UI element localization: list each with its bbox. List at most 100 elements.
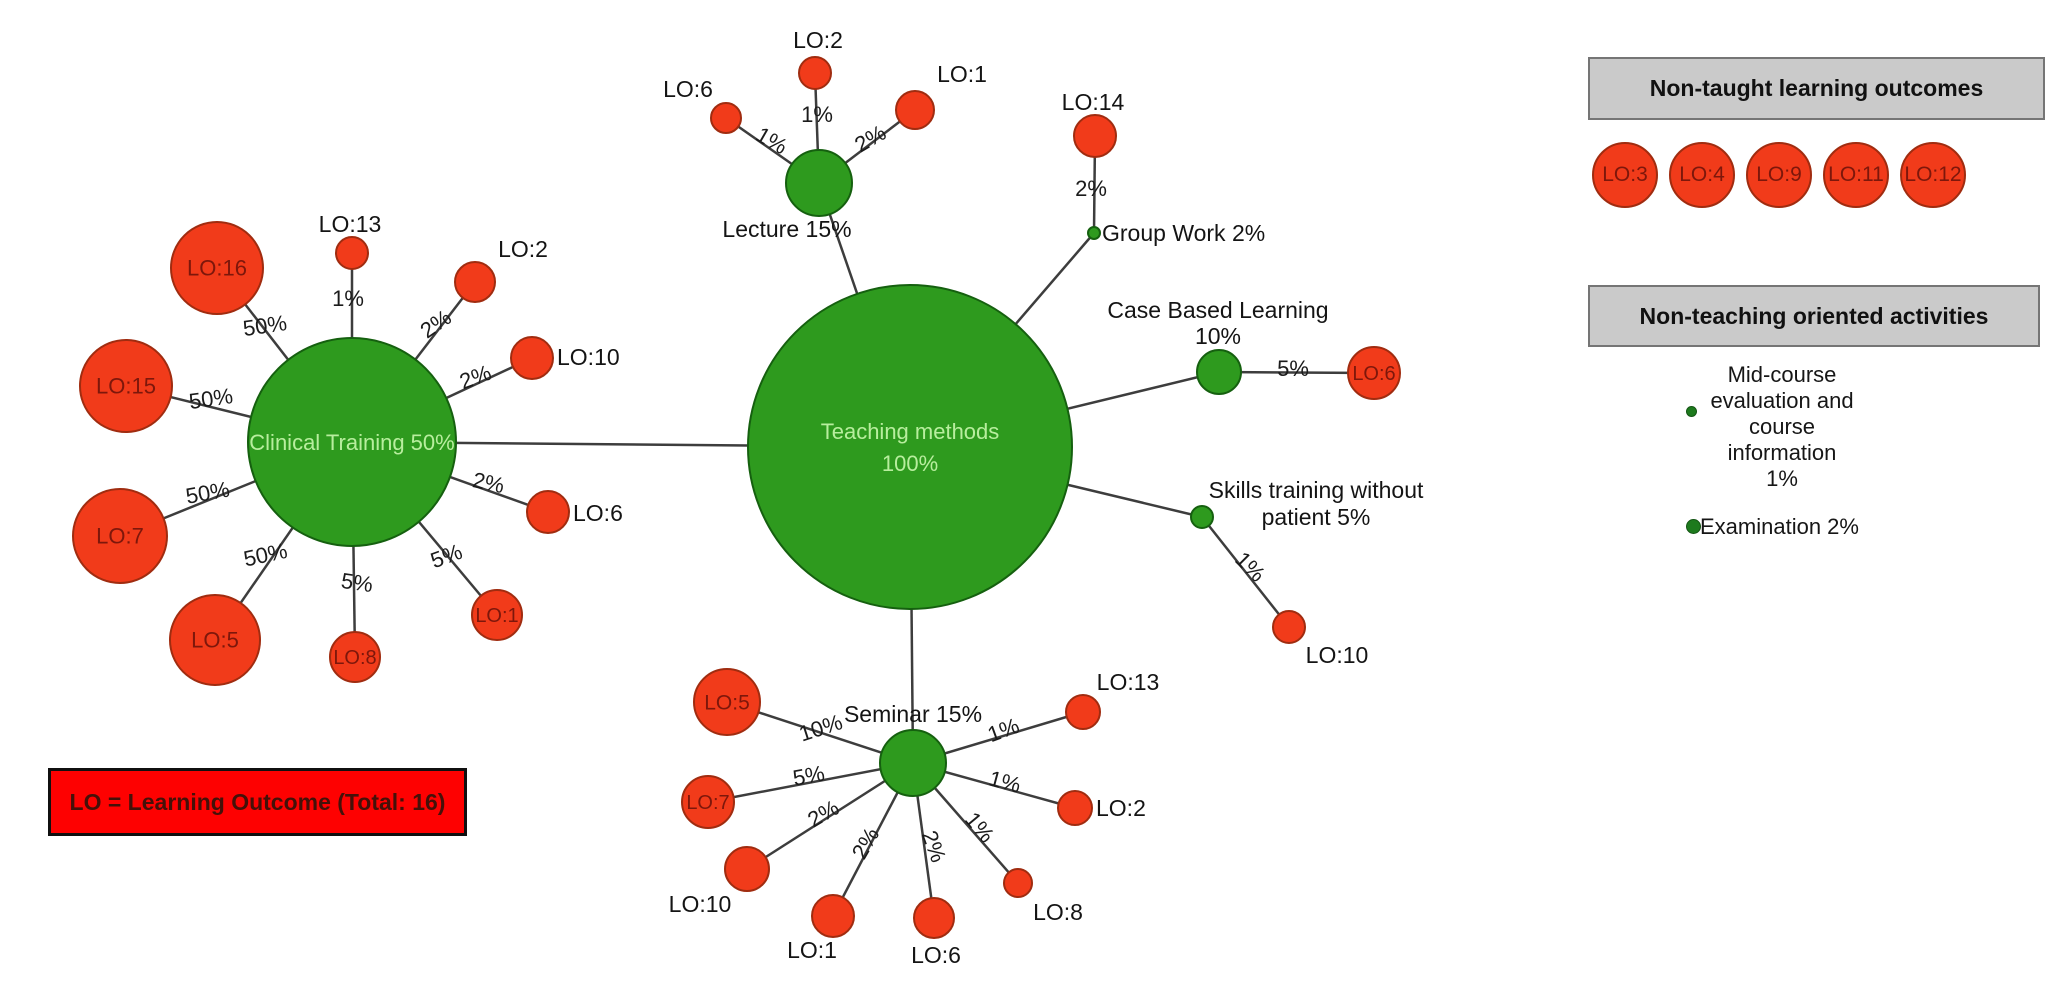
- node-label-cl-lo16: LO:16: [187, 256, 247, 281]
- pct-label-cl-lo2: 2%: [416, 304, 456, 343]
- midcourse-dot-icon: [1686, 406, 1697, 417]
- pct-label-cb-lo6: 5%: [1277, 356, 1309, 381]
- node-se-lo8: [1003, 868, 1033, 898]
- pct-label-cl-lo13: 1%: [332, 286, 364, 311]
- node-label-cl-lo8: LO:8: [333, 647, 376, 669]
- node-cl-lo8: [329, 631, 381, 683]
- node-se-lo7: [681, 775, 735, 829]
- hub-seminar: [879, 729, 947, 797]
- pct-label-se-lo8: 1%: [960, 807, 1000, 847]
- node-label-le-lo2: LO:2: [793, 27, 843, 53]
- pct-label-le-lo6: 1%: [752, 122, 792, 160]
- midcourse-line-4: 1%: [1766, 466, 1798, 491]
- examination-activity-label: Examination 2%: [1700, 514, 1859, 539]
- non-taught-outcome: LO:9: [1746, 142, 1812, 208]
- pct-label-se-lo6: 2%: [917, 827, 951, 865]
- node-label-cl-lo15: LO:15: [96, 374, 156, 399]
- node-label-cl-lo10: LO:10: [557, 344, 620, 370]
- node-se-lo5: [693, 668, 761, 736]
- pct-label-cl-lo8: 5%: [340, 568, 375, 597]
- node-se-lo2: [1057, 790, 1093, 826]
- hub-label-cbl: Case Based Learning 10%: [1107, 297, 1328, 349]
- hub-label-skills: Skills training without patient 5%: [1209, 477, 1424, 530]
- hub-clinical: [247, 337, 457, 547]
- hub-label-clinical: Clinical Training 50%: [249, 430, 454, 455]
- node-label-sk-lo10: LO:10: [1306, 642, 1369, 668]
- node-se-lo10: [724, 846, 770, 892]
- pct-label-se-lo7: 5%: [791, 761, 827, 791]
- midcourse-line-1: Mid-course: [1727, 362, 1837, 387]
- node-label-cl-lo5: LO:5: [191, 628, 239, 653]
- midcourse-activity-label: Mid-course evaluation and course informa…: [1698, 362, 1866, 492]
- node-label-se-lo1: LO:1: [787, 937, 837, 963]
- hub-groupwork: [1087, 226, 1101, 240]
- node-se-lo6: [913, 897, 955, 939]
- node-cl-lo5: [169, 594, 261, 686]
- hub-label-seminar: Seminar 15%: [844, 701, 982, 727]
- node-cl-lo7: [72, 488, 168, 584]
- node-label-le-lo1: LO:1: [937, 61, 987, 87]
- hub-lecture: [785, 149, 853, 217]
- pct-label-se-lo13: 1%: [984, 713, 1022, 747]
- hub-label-groupwork: Group Work 2%: [1102, 220, 1265, 246]
- edge-se-lo7: [707, 761, 914, 804]
- edge-sk-lo10: [1201, 516, 1290, 628]
- pct-label-cl-lo5: 50%: [241, 538, 289, 572]
- node-label-se-lo8: LO:8: [1033, 899, 1083, 925]
- pct-label-cl-lo15: 50%: [187, 383, 234, 414]
- node-gw-lo14: [1073, 114, 1117, 158]
- non-taught-outcomes-row: LO:3 LO:4 LO:9 LO:11 LO:12: [1592, 142, 1966, 208]
- node-cl-lo6: [526, 490, 570, 534]
- pct-label-se-lo2: 1%: [986, 766, 1023, 798]
- non-taught-outcome: LO:4: [1669, 142, 1735, 208]
- node-label-se-lo6: LO:6: [911, 942, 961, 968]
- node-cl-lo1: [471, 589, 523, 641]
- hub-label-lecture: Lecture 15%: [722, 216, 851, 242]
- node-label-cl-lo6: LO:6: [573, 500, 623, 526]
- node-label-gw-lo14: LO:14: [1062, 89, 1125, 115]
- node-label-se-lo10: LO:10: [669, 891, 732, 917]
- node-label-se-lo5: LO:5: [704, 691, 750, 714]
- node-cl-lo2: [454, 261, 496, 303]
- node-le-lo6: [710, 102, 742, 134]
- node-se-lo1: [811, 894, 855, 938]
- node-le-lo1: [895, 90, 935, 130]
- lo-legend-text: LO = Learning Outcome (Total: 16): [69, 788, 446, 815]
- pct-label-cl-lo1: 5%: [427, 539, 465, 573]
- node-label-le-lo6: LO:6: [663, 76, 713, 102]
- midcourse-line-2: evaluation and: [1710, 388, 1854, 413]
- pct-label-cl-lo10: 2%: [456, 360, 494, 394]
- non-taught-outcome: LO:11: [1823, 142, 1889, 208]
- pct-label-se-lo5: 10%: [796, 709, 846, 746]
- hub-skills: [1190, 505, 1214, 529]
- pct-label-cl-lo16: 50%: [241, 310, 288, 341]
- non-taught-header-box: Non-taught learning outcomes: [1588, 57, 2045, 120]
- non-taught-outcome: LO:12: [1900, 142, 1966, 208]
- node-label-cb-lo6: LO:6: [1352, 363, 1395, 385]
- pct-label-se-lo10: 2%: [803, 795, 843, 833]
- pct-label-le-lo1: 2%: [850, 120, 890, 158]
- node-cl-lo15: [79, 339, 173, 433]
- node-label-cl-lo2: LO:2: [498, 236, 548, 262]
- lo-legend-box: LO = Learning Outcome (Total: 16): [48, 768, 467, 836]
- node-sk-lo10: [1272, 610, 1306, 644]
- non-taught-title: Non-taught learning outcomes: [1649, 75, 1984, 101]
- node-cb-lo6: [1347, 346, 1401, 400]
- hub-cbl: [1196, 349, 1242, 395]
- non-taught-outcome: LO:3: [1592, 142, 1658, 208]
- node-label-se-lo7: LO:7: [686, 792, 729, 814]
- node-se-lo13: [1065, 694, 1101, 730]
- node-cl-lo10: [510, 336, 554, 380]
- hub-teaching: [747, 284, 1073, 610]
- node-label-se-lo13: LO:13: [1097, 669, 1160, 695]
- examination-dot-icon: [1686, 519, 1701, 534]
- pct-label-le-lo2: 1%: [801, 102, 833, 127]
- pct-label-cl-lo6: 2%: [470, 467, 506, 498]
- pct-label-cl-lo7: 50%: [184, 476, 232, 508]
- non-teaching-title: Non-teaching oriented activities: [1639, 302, 1989, 329]
- node-label-cl-lo1: LO:1: [475, 605, 518, 627]
- pct-label-gw-lo14: 2%: [1075, 176, 1107, 201]
- node-label-cl-lo13: LO:13: [319, 211, 382, 237]
